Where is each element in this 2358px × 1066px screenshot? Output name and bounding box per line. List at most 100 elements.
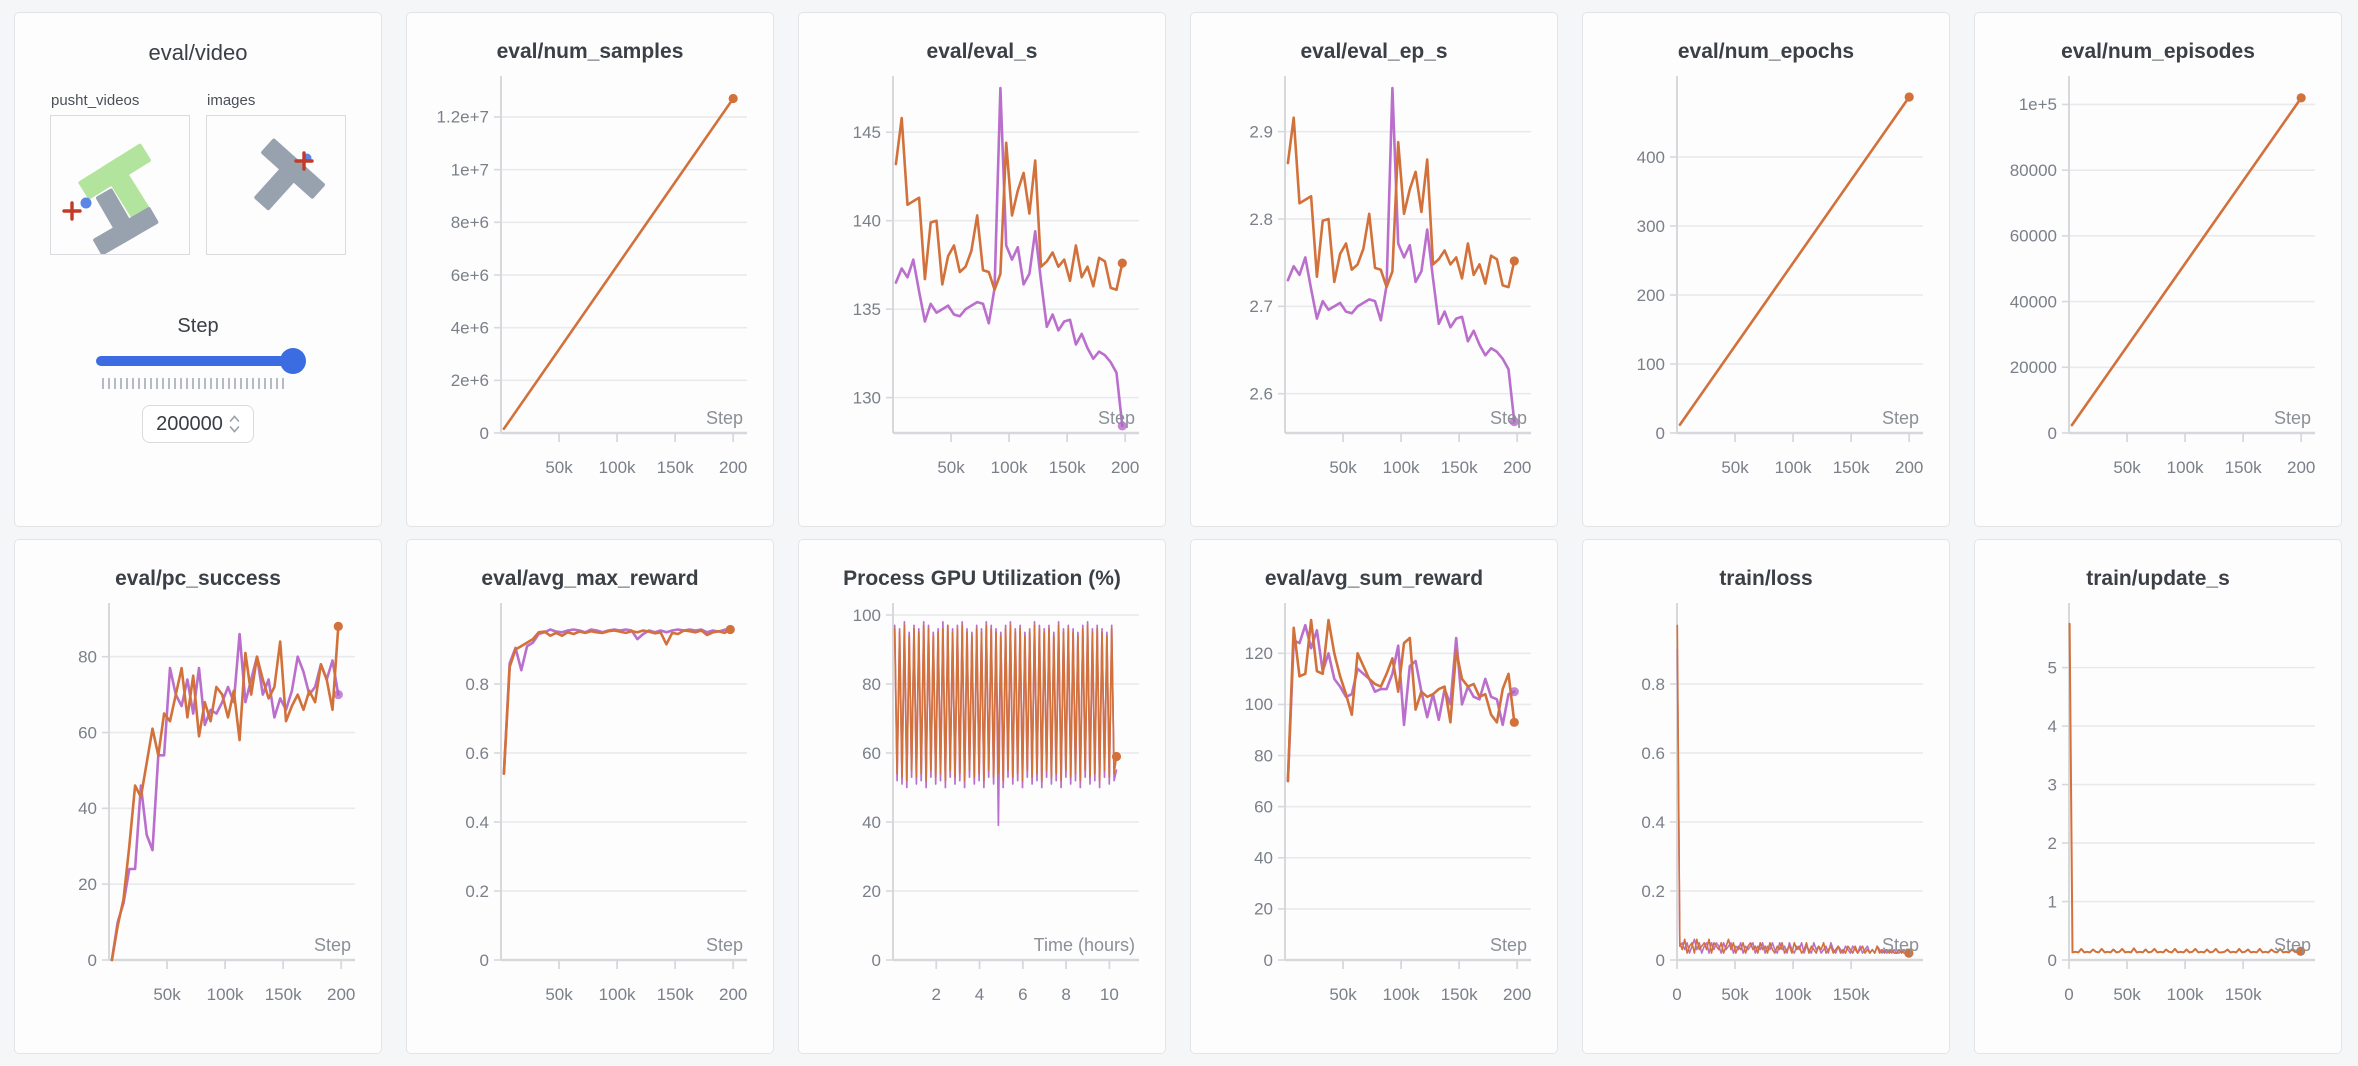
svg-text:400: 400: [1637, 148, 1665, 167]
panel-train-loss: train/loss 0 0.2 0.4 0.6 0.8 0 50k 100k 150k Step: [1582, 539, 1950, 1054]
svg-text:50k: 50k: [1721, 458, 1749, 477]
svg-text:Step: Step: [1490, 408, 1527, 428]
svg-text:2.6: 2.6: [1249, 384, 1273, 403]
svg-text:Step: Step: [706, 935, 743, 955]
svg-text:1e+5: 1e+5: [2019, 95, 2057, 114]
pusht-image-thumbnail[interactable]: [206, 115, 346, 255]
svg-text:2: 2: [2048, 834, 2057, 853]
eval-num-samples-chart[interactable]: 0 2e+6 4e+6 6e+6 8e+6 1e+7 1.2e+7 50k 100k 150k 20…: [407, 64, 773, 500]
svg-text:100k: 100k: [207, 985, 244, 1004]
step-slider-label: Step: [177, 315, 219, 337]
svg-text:200: 200: [327, 985, 355, 1004]
svg-text:0: 0: [1656, 951, 1665, 970]
svg-text:60: 60: [1254, 797, 1273, 816]
images-item: images: [206, 92, 346, 255]
panel-eval-num-epochs: eval/num_epochs 0 100 200 300 400 50k 100k 150k…: [1582, 12, 1950, 527]
svg-text:Step: Step: [2274, 408, 2311, 428]
panel-eval-eval-s: eval/eval_s 130 135 140 145 50k 100k 150k 200 St…: [798, 12, 1166, 527]
panel-eval-avg-max-reward: eval/avg_max_reward 0 0.2 0.4 0.6 0.8 50k 100k…: [406, 539, 774, 1054]
slider-tick-ruler: [102, 378, 286, 389]
svg-text:50k: 50k: [1329, 458, 1357, 477]
step-number-input[interactable]: 200000: [142, 405, 254, 443]
svg-text:50k: 50k: [2113, 985, 2141, 1004]
svg-text:40000: 40000: [2010, 292, 2057, 311]
svg-text:0: 0: [480, 951, 489, 970]
svg-text:4e+6: 4e+6: [451, 318, 489, 337]
train-update-s-chart[interactable]: 0 1 2 3 4 5 0 50k 100k 150k Step: [1975, 591, 2341, 1027]
eval-eval-s-chart[interactable]: 130 135 140 145 50k 100k 150k 200 Step: [799, 64, 1165, 500]
eval-pc-success-chart[interactable]: 0 20 40 60 80 50k 100k 150k 200 Step: [15, 591, 381, 1027]
svg-text:2.7: 2.7: [1249, 297, 1273, 316]
svg-text:150k: 150k: [657, 985, 694, 1004]
panel-title: Process GPU Utilization (%): [843, 567, 1121, 590]
svg-text:0.8: 0.8: [465, 675, 489, 694]
slider-track[interactable]: [96, 356, 300, 366]
svg-text:4: 4: [975, 985, 984, 1004]
slider-thumb[interactable]: [280, 348, 306, 374]
svg-text:2.9: 2.9: [1249, 122, 1273, 141]
panel-eval-eval-ep-s: eval/eval_ep_s 2.6 2.7 2.8 2.9 50k 100k 150k 20…: [1190, 12, 1558, 527]
svg-text:50k: 50k: [2113, 458, 2141, 477]
pusht-video-thumbnail[interactable]: [50, 115, 190, 256]
panel-title: eval/eval_ep_s: [1300, 40, 1448, 63]
svg-text:5: 5: [2048, 658, 2057, 677]
svg-text:150k: 150k: [1441, 458, 1478, 477]
panel-title: eval/num_samples: [496, 40, 684, 63]
svg-text:200: 200: [1895, 458, 1923, 477]
svg-text:100k: 100k: [599, 985, 636, 1004]
panel-title: train/loss: [1719, 567, 1813, 590]
thumbnail-caption: pusht_videos: [51, 92, 140, 109]
svg-text:150k: 150k: [1833, 985, 1870, 1004]
svg-text:2e+6: 2e+6: [451, 371, 489, 390]
panel-eval-avg-sum-reward: eval/avg_sum_reward 0 20 40 60 80 100 120 50k 10…: [1190, 539, 1558, 1054]
svg-text:100: 100: [853, 606, 881, 625]
svg-text:40: 40: [78, 799, 97, 818]
svg-text:50k: 50k: [937, 458, 965, 477]
svg-text:80: 80: [862, 675, 881, 694]
svg-text:0: 0: [1672, 985, 1681, 1004]
pusht-image: [254, 138, 325, 211]
svg-text:20: 20: [862, 882, 881, 901]
process-gpu-utilization-chart[interactable]: 0 20 40 60 80 100 2 4 6 8 10 Time (hours): [799, 591, 1165, 1027]
svg-text:100k: 100k: [1775, 985, 1812, 1004]
svg-text:Step: Step: [1490, 935, 1527, 955]
thumbnail-caption: images: [207, 92, 256, 109]
eval-eval-ep-s-chart[interactable]: 2.6 2.7 2.8 2.9 50k 100k 150k 200 Step: [1191, 64, 1557, 500]
svg-text:200: 200: [719, 985, 747, 1004]
svg-text:3: 3: [2048, 775, 2057, 794]
panel-title: eval/avg_sum_reward: [1264, 567, 1484, 590]
svg-text:0: 0: [2048, 951, 2057, 970]
panel-title: eval/pc_success: [115, 567, 281, 590]
svg-text:2: 2: [932, 985, 941, 1004]
svg-text:10: 10: [1100, 985, 1119, 1004]
svg-text:150k: 150k: [657, 458, 694, 477]
svg-text:Step: Step: [1098, 408, 1135, 428]
svg-text:100: 100: [1245, 695, 1273, 714]
panel-title: eval/avg_max_reward: [481, 567, 699, 590]
svg-text:145: 145: [853, 123, 881, 142]
svg-text:4: 4: [2048, 717, 2057, 736]
svg-text:1: 1: [2048, 892, 2057, 911]
eval-avg-max-reward-chart[interactable]: 0 0.2 0.4 0.6 0.8 50k 100k 150k 200 Step: [407, 591, 773, 1027]
eval-num-episodes-chart[interactable]: 0 20000 40000 60000 80000 1e+5 50k 100k 150k 200 S…: [1975, 64, 2341, 500]
svg-text:20: 20: [1254, 900, 1273, 919]
svg-text:150k: 150k: [1049, 458, 1086, 477]
svg-text:8e+6: 8e+6: [451, 213, 489, 232]
thumbnail-row: pusht_videos: [50, 92, 346, 256]
svg-text:0: 0: [2064, 985, 2073, 1004]
svg-text:140: 140: [853, 211, 881, 230]
svg-text:0.6: 0.6: [1641, 744, 1665, 763]
train-loss-chart[interactable]: 0 0.2 0.4 0.6 0.8 0 50k 100k 150k Step: [1583, 591, 1949, 1027]
svg-text:200: 200: [1503, 458, 1531, 477]
svg-text:0.2: 0.2: [1641, 882, 1665, 901]
stepper-up-down-icon[interactable]: [229, 414, 240, 434]
svg-text:Step: Step: [1882, 935, 1919, 955]
svg-text:200: 200: [1111, 458, 1139, 477]
eval-num-epochs-chart[interactable]: 0 100 200 300 400 50k 100k 150k 200 Step: [1583, 64, 1949, 500]
panel-title: train/update_s: [2086, 567, 2230, 590]
svg-text:200: 200: [1503, 985, 1531, 1004]
step-slider: [96, 348, 306, 389]
eval-avg-sum-reward-chart[interactable]: 0 20 40 60 80 100 120 50k 100k 150k 200 Step: [1191, 591, 1557, 1027]
svg-text:0.4: 0.4: [1641, 813, 1665, 832]
